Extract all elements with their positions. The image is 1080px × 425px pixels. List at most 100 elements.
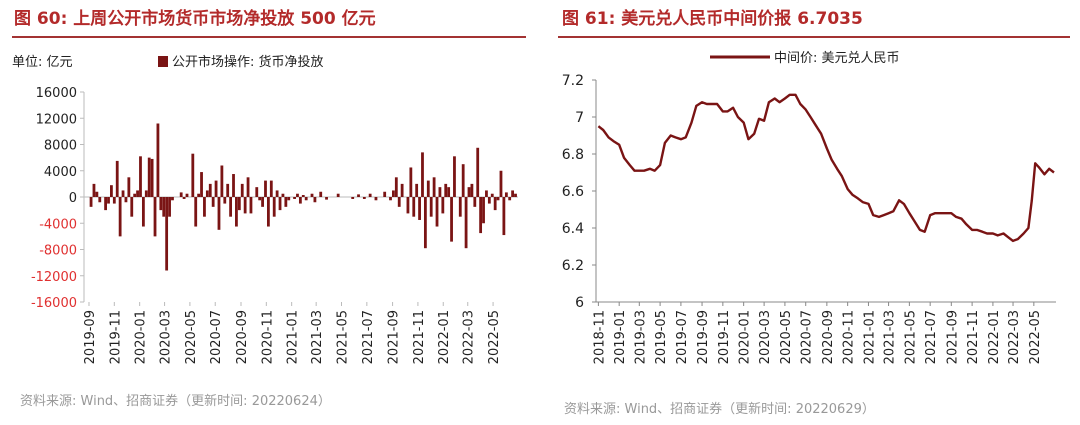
bar [508, 197, 512, 201]
bar [147, 157, 151, 197]
unit-label: 单位: 亿元 [12, 55, 73, 70]
bar [92, 183, 96, 197]
bar [351, 197, 355, 199]
x-tick-label: 2018-11 [592, 310, 607, 364]
bar [107, 197, 110, 204]
bar [162, 197, 166, 217]
y-tick-label: 6.6 [562, 184, 584, 200]
x-tick-label: 2019-11 [717, 310, 732, 364]
bar [284, 197, 288, 207]
bar [394, 177, 398, 197]
bar [205, 190, 209, 197]
bar [447, 187, 451, 197]
title-rule [12, 36, 526, 38]
bar [319, 191, 323, 197]
bar [220, 165, 224, 197]
bar [159, 197, 163, 211]
bar [313, 197, 317, 203]
bar [406, 197, 410, 214]
bar [493, 197, 497, 211]
bar [217, 197, 221, 230]
bar [246, 177, 250, 197]
x-tick-label: 2021-09 [945, 310, 960, 364]
bar [136, 190, 139, 197]
bar [237, 197, 241, 211]
bar [287, 197, 291, 201]
y-tick-label: 6.2 [562, 258, 584, 274]
bar [470, 183, 474, 197]
x-tick-label: 2021-07 [924, 310, 939, 364]
bar [473, 197, 477, 207]
bar [418, 197, 421, 220]
bar [368, 193, 372, 197]
legend-label: 公开市场操作: 货币净投放 [172, 54, 324, 70]
bar [141, 197, 145, 227]
y-tick-label: 6.4 [562, 221, 584, 237]
bar [214, 180, 218, 197]
bar [485, 190, 488, 197]
bar [208, 183, 212, 197]
bar [467, 187, 471, 197]
bar [278, 197, 282, 211]
bar [514, 193, 517, 197]
bar [304, 197, 308, 201]
bar [269, 180, 273, 197]
x-tick-label: 2019-05 [654, 310, 669, 364]
x-tick-label: 2021-09 [387, 310, 402, 364]
bar [139, 156, 142, 197]
bar [179, 192, 183, 197]
bar [450, 197, 453, 242]
bar [479, 197, 483, 234]
x-tick-label: 2019-09 [83, 310, 98, 364]
bar [357, 194, 360, 197]
bar [127, 177, 131, 197]
bar [415, 183, 419, 197]
bar [255, 187, 259, 197]
bar [409, 167, 413, 197]
x-tick-label: 2022-05 [487, 310, 502, 364]
bar [203, 197, 206, 217]
bar [374, 197, 378, 201]
bar [264, 180, 267, 197]
bar [511, 190, 515, 197]
line-chart-usdcny: 中间价: 美元兑人民币 7.2 7 6.8 6.6 6.4 6.2 6 2018-11 2019… [562, 51, 1056, 364]
bar [490, 193, 494, 197]
panel-net-injection: 图 60: 上周公开市场货币市场净投放 500 亿元 单位: 亿元 公开市场操作… [12, 9, 526, 409]
y-tick-label: 6 [575, 295, 584, 311]
bar [194, 197, 198, 227]
x-tick-label: 2019-09 [696, 310, 711, 364]
x-tick-label: 2020-11 [260, 310, 275, 364]
x-tick-label: 2020-05 [184, 310, 199, 364]
bar [392, 190, 395, 197]
bar [397, 197, 401, 207]
x-tick-label: 2021-01 [286, 310, 301, 364]
x-tick-label: 2020-07 [800, 310, 815, 364]
bar [421, 152, 424, 197]
x-tick-label: 2021-07 [361, 310, 376, 364]
x-tick-label: 2022-03 [462, 310, 477, 364]
bar [118, 197, 122, 237]
bar [171, 197, 174, 201]
bar [400, 183, 404, 197]
y-tick-label: 8000 [44, 139, 77, 154]
bar [487, 197, 491, 204]
x-tick-label: 2020-03 [758, 310, 773, 364]
x-tick-label: 2020-05 [779, 310, 794, 364]
bar [296, 193, 299, 197]
y-tick-label: 6.8 [562, 147, 584, 163]
bar [336, 193, 340, 197]
bar [438, 187, 442, 197]
bar [211, 197, 215, 207]
bar [112, 197, 116, 204]
x-tick-label: 2019-03 [633, 310, 648, 364]
bar [191, 153, 195, 197]
bar [98, 197, 102, 203]
bar [362, 197, 366, 199]
bar [444, 183, 448, 197]
legend-label: 中间价: 美元兑人民币 [774, 51, 900, 66]
x-tick-label: 2021-05 [903, 310, 918, 364]
bar [240, 183, 244, 197]
x-tick-label: 2019-11 [108, 310, 123, 364]
x-tick-label: 2021-11 [412, 310, 427, 364]
bar [165, 197, 169, 271]
